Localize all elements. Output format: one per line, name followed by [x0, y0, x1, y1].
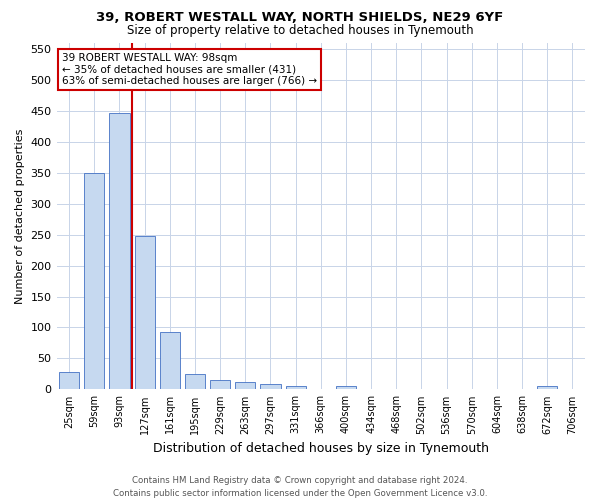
Bar [260, 384, 281, 390]
Text: 39 ROBERT WESTALL WAY: 98sqm
← 35% of detached houses are smaller (431)
63% of s: 39 ROBERT WESTALL WAY: 98sqm ← 35% of de… [62, 53, 317, 86]
Bar [160, 332, 180, 390]
Text: Contains HM Land Registry data © Crown copyright and database right 2024.
Contai: Contains HM Land Registry data © Crown c… [113, 476, 487, 498]
Bar [286, 386, 305, 390]
Text: 39, ROBERT WESTALL WAY, NORTH SHIELDS, NE29 6YF: 39, ROBERT WESTALL WAY, NORTH SHIELDS, N… [97, 11, 503, 24]
X-axis label: Distribution of detached houses by size in Tynemouth: Distribution of detached houses by size … [153, 442, 489, 455]
Y-axis label: Number of detached properties: Number of detached properties [15, 128, 25, 304]
Bar [59, 372, 79, 390]
Bar [336, 386, 356, 390]
Bar [84, 172, 104, 390]
Bar [537, 386, 557, 390]
Bar [109, 112, 130, 390]
Bar [235, 382, 256, 390]
Bar [134, 236, 155, 390]
Text: Size of property relative to detached houses in Tynemouth: Size of property relative to detached ho… [127, 24, 473, 37]
Bar [210, 380, 230, 390]
Bar [185, 374, 205, 390]
